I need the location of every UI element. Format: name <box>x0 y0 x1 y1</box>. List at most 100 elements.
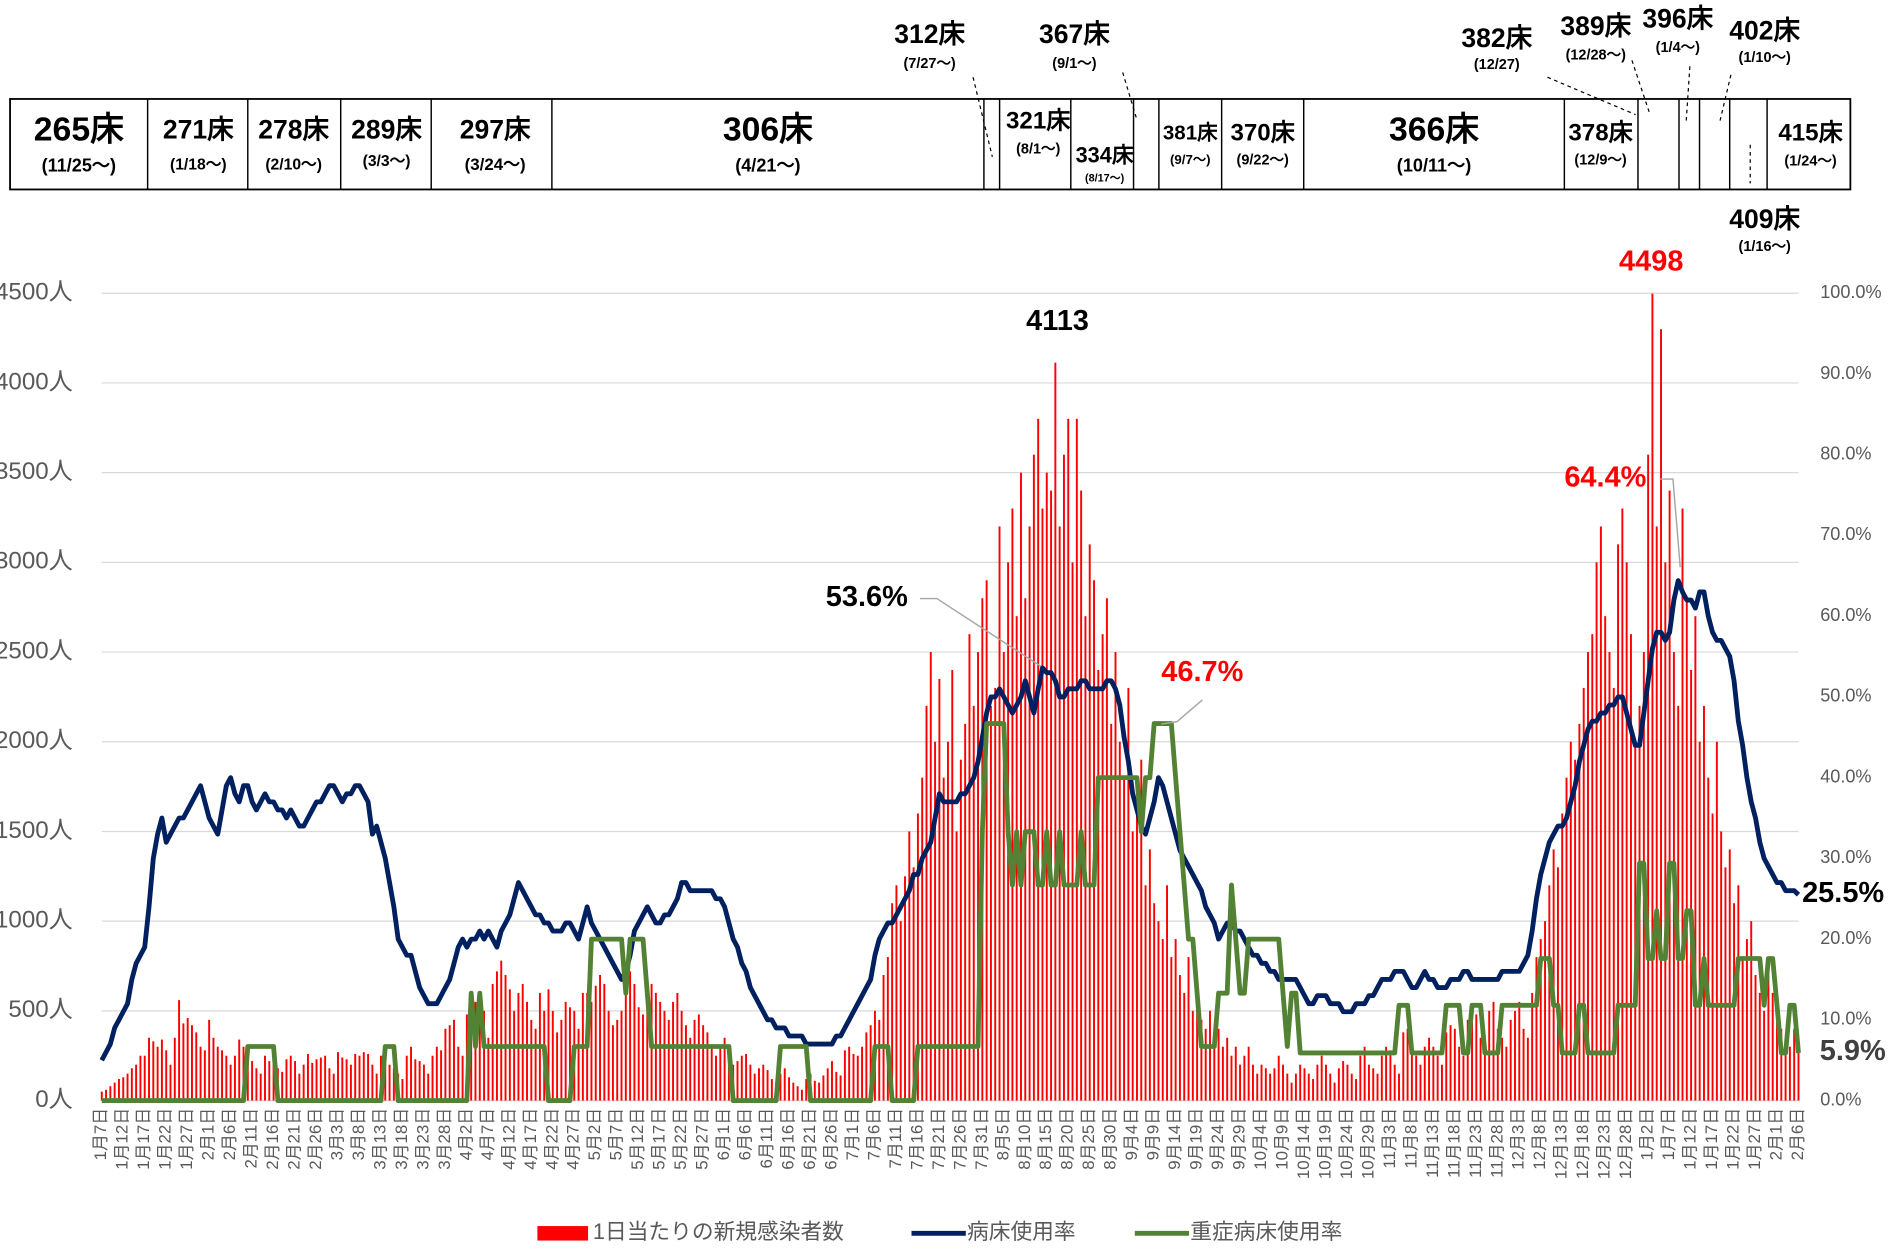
x-tick-label: 9月24日 <box>1208 1108 1227 1170</box>
bar <box>1711 813 1714 1101</box>
bar <box>285 1059 288 1101</box>
bar <box>1737 885 1740 1101</box>
bar <box>1234 1046 1237 1101</box>
bar <box>719 1046 722 1101</box>
bar <box>1410 1046 1413 1101</box>
bar <box>1389 1050 1392 1101</box>
bar <box>1200 1019 1203 1101</box>
bar <box>1548 885 1551 1101</box>
y2-tick-label: 50.0% <box>1820 686 1871 706</box>
x-tick-label: 12月18日 <box>1573 1108 1592 1179</box>
bar <box>1367 1064 1370 1101</box>
line-series <box>101 721 1801 1103</box>
bar <box>1166 885 1169 1101</box>
bar <box>697 1014 700 1101</box>
bar <box>1002 652 1005 1101</box>
bar <box>1157 921 1160 1101</box>
bar <box>788 1077 791 1101</box>
annotation: 5.9% <box>1820 1035 1886 1067</box>
x-tick-label: 3月23日 <box>413 1108 432 1170</box>
bar <box>1660 329 1662 1101</box>
bar <box>225 1055 228 1101</box>
bar <box>680 1010 683 1101</box>
x-tick-label: 10月14日 <box>1294 1108 1313 1179</box>
bar <box>255 1068 258 1101</box>
bar <box>886 957 889 1101</box>
annotation: 25.5% <box>1802 877 1884 909</box>
bed-since: (12/9～) <box>1574 152 1626 168</box>
bar <box>1608 652 1611 1101</box>
bar <box>904 876 906 1101</box>
bar <box>1599 526 1602 1101</box>
bar <box>955 831 958 1101</box>
bar <box>1277 1055 1280 1101</box>
bar <box>483 1010 486 1101</box>
bar <box>1140 759 1143 1101</box>
x-tick-label: 7月31日 <box>972 1108 991 1170</box>
x-tick-label: 3月13日 <box>370 1108 389 1170</box>
bar <box>195 1032 198 1101</box>
bar <box>835 1071 838 1101</box>
bar <box>977 652 980 1101</box>
bar <box>1114 652 1117 1101</box>
bar <box>1715 741 1718 1101</box>
annotation-leader <box>919 597 1042 667</box>
bar <box>109 1086 112 1101</box>
bar <box>929 652 932 1101</box>
bed-count: 306床 <box>723 110 813 148</box>
bed-callout-count: 409床 <box>1729 204 1800 234</box>
bar <box>916 813 919 1101</box>
bar <box>1312 1079 1315 1101</box>
x-tick-label: 4月7日 <box>478 1108 497 1161</box>
x-tick-label: 9月9日 <box>1144 1108 1163 1161</box>
bar <box>435 1046 438 1101</box>
y2-tick-label: 100.0% <box>1820 282 1881 302</box>
bar <box>105 1089 108 1101</box>
bar <box>611 1025 614 1101</box>
bar <box>1509 1019 1512 1101</box>
bar <box>1307 1073 1310 1101</box>
bar <box>702 1025 705 1101</box>
bar <box>624 992 627 1101</box>
bar <box>1230 1055 1233 1101</box>
bar <box>1728 849 1731 1101</box>
bar <box>1045 472 1048 1101</box>
bar <box>1432 1046 1435 1101</box>
bar <box>302 1064 305 1101</box>
bar <box>1754 974 1757 1101</box>
bar <box>332 1073 335 1101</box>
bar <box>637 1007 640 1101</box>
bar <box>822 1075 825 1101</box>
bar <box>934 741 937 1101</box>
bar <box>513 1010 516 1101</box>
bed-since: (3/24～) <box>465 155 526 174</box>
y2-tick-label: 70.0% <box>1820 524 1871 544</box>
bar <box>1483 1046 1486 1101</box>
bar <box>1488 1010 1491 1101</box>
bar <box>530 1019 533 1101</box>
bar <box>964 723 967 1101</box>
x-tick-label: 11月13日 <box>1423 1108 1442 1178</box>
bar <box>1075 418 1078 1101</box>
bar <box>405 1055 408 1101</box>
y2-tick-label: 80.0% <box>1820 443 1871 463</box>
bar <box>337 1052 339 1101</box>
bar <box>1415 1055 1418 1101</box>
bar <box>221 1050 224 1101</box>
bar <box>882 974 885 1101</box>
bar <box>216 1046 219 1101</box>
bed-callout-count: 389床 <box>1560 11 1631 41</box>
x-tick-label: 6月16日 <box>779 1108 798 1170</box>
bed-count: 381床 <box>1163 120 1218 144</box>
y-tick-label: 1500人 <box>0 817 73 844</box>
bed-callout-count: 402床 <box>1729 16 1800 46</box>
x-tick-label: 1月17日 <box>134 1108 153 1170</box>
bed-count: 278床 <box>258 115 329 145</box>
bar <box>556 1032 559 1101</box>
y2-tick-label: 90.0% <box>1820 363 1871 383</box>
x-tick-label: 1月12日 <box>1681 1108 1700 1170</box>
bar <box>560 1019 563 1101</box>
bar <box>942 777 945 1101</box>
bed-since: (8/1～) <box>1016 141 1060 157</box>
x-tick-label: 7月26日 <box>950 1108 969 1170</box>
